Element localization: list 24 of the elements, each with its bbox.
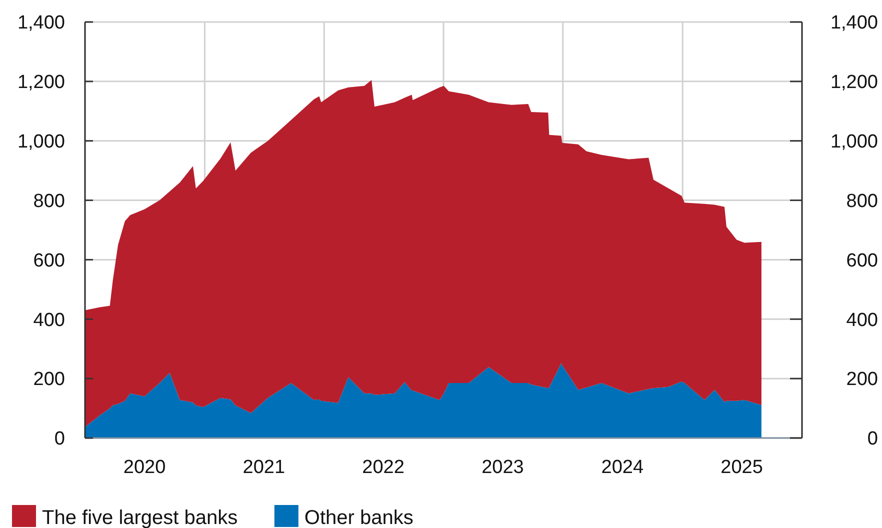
y-tick-label: 200 [33, 369, 65, 390]
y2-tick-label: 1,000 [830, 132, 878, 153]
x-tick-label: 2023 [482, 457, 524, 478]
x-tick-label: 2025 [720, 457, 763, 478]
y-tick-label: 800 [33, 190, 65, 212]
legend-label: The five largest banks [42, 507, 238, 528]
x-tick-label: 2021 [242, 457, 286, 478]
y2-tick-label: 0 [867, 428, 878, 450]
y2-tick-label: 1,400 [830, 12, 878, 34]
y2-tick-label: 800 [846, 190, 878, 212]
y2-tick-label: 200 [846, 369, 878, 390]
y-tick-label: 400 [33, 310, 65, 331]
y-tick-label: 1,000 [17, 132, 65, 153]
legend-label: Other banks [304, 507, 414, 528]
x-tick-label: 2020 [123, 457, 166, 478]
y-tick-label: 600 [33, 250, 65, 272]
x-tick-label: 2024 [601, 457, 644, 478]
y2-tick-label: 400 [846, 310, 878, 331]
y2-tick-label: 1,200 [830, 72, 878, 94]
y-tick-label: 1,400 [17, 12, 65, 34]
y-tick-label: 1,200 [17, 72, 65, 94]
x-tick-label: 2022 [362, 457, 404, 478]
y2-tick-label: 600 [846, 250, 878, 272]
y-tick-label: 0 [54, 428, 65, 450]
